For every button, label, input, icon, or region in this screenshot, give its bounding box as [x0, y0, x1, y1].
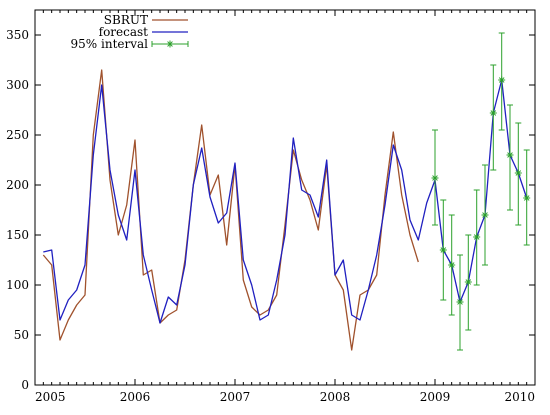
- star-d2: [457, 299, 463, 305]
- x-tick-label: 2010: [504, 390, 535, 404]
- y-tick-label: 250: [6, 128, 29, 142]
- series-line-forecast: [43, 79, 528, 324]
- star-d2: [507, 152, 513, 158]
- interval-point: [481, 211, 489, 219]
- x-tick-label: 2008: [320, 390, 351, 404]
- interval-bar: [481, 164, 489, 266]
- interval-bar: [439, 199, 447, 301]
- interval-bar: [464, 234, 472, 331]
- interval-bar: [506, 104, 514, 211]
- y-tick-label: 300: [6, 78, 29, 92]
- x-tick-label: 2009: [420, 390, 451, 404]
- interval-bar: [431, 129, 439, 226]
- interval-point: [473, 233, 481, 241]
- interval-point: [489, 109, 497, 117]
- star-d2: [490, 110, 497, 116]
- interval-layer: [431, 32, 531, 351]
- y-tick-label: 100: [6, 278, 29, 292]
- y-tick-label: 350: [6, 28, 29, 42]
- interval-point: [431, 174, 439, 182]
- interval-point: [523, 194, 531, 202]
- interval-point: [498, 76, 506, 84]
- interval-point: [456, 298, 464, 306]
- y-tick-label: 200: [6, 178, 29, 192]
- star-d2: [482, 212, 488, 218]
- x-tick-label: 2007: [220, 390, 251, 404]
- axes: 0 50 100 150 200 250 300 350 2005 2006 2007 2008 200…: [6, 9, 536, 404]
- star-d2: [473, 234, 480, 240]
- x-tick-label: 2006: [120, 390, 151, 404]
- legend-label: SBRUT: [104, 13, 148, 27]
- y-tick-label: 50: [14, 328, 29, 342]
- interval-point: [448, 261, 456, 269]
- interval-point: [439, 246, 447, 254]
- interval-bar: [523, 149, 531, 246]
- y-tick-label: 150: [6, 228, 29, 242]
- series-layer: [42, 69, 528, 351]
- legend-item: 95% interval: [71, 37, 189, 51]
- legend-item: SBRUT: [104, 13, 188, 27]
- interval-point: [166, 40, 174, 48]
- star-d2: [432, 175, 438, 181]
- interval-point: [506, 151, 514, 159]
- star-d2: [498, 77, 505, 83]
- y-tick-label: 0: [21, 378, 29, 392]
- legend-label: 95% interval: [71, 37, 149, 51]
- star-d2: [515, 170, 522, 176]
- interval-bar: [498, 32, 506, 131]
- interval-bar: [448, 214, 456, 316]
- interval-bar: [514, 122, 522, 226]
- legend-item: forecast: [99, 25, 188, 39]
- star-d2: [465, 279, 472, 285]
- interval-point: [514, 169, 522, 177]
- series-line-actual: [42, 69, 419, 351]
- interval-point: [464, 278, 472, 286]
- legend-label: forecast: [99, 25, 149, 39]
- star-d2: [523, 195, 530, 201]
- x-tick-label: 2005: [35, 390, 66, 404]
- interval-bar: [489, 64, 497, 171]
- star-d2: [440, 247, 447, 253]
- star-d2: [167, 41, 173, 47]
- interval-bar: [456, 254, 464, 351]
- interval-bar: [473, 189, 481, 286]
- star-d2: [448, 262, 455, 268]
